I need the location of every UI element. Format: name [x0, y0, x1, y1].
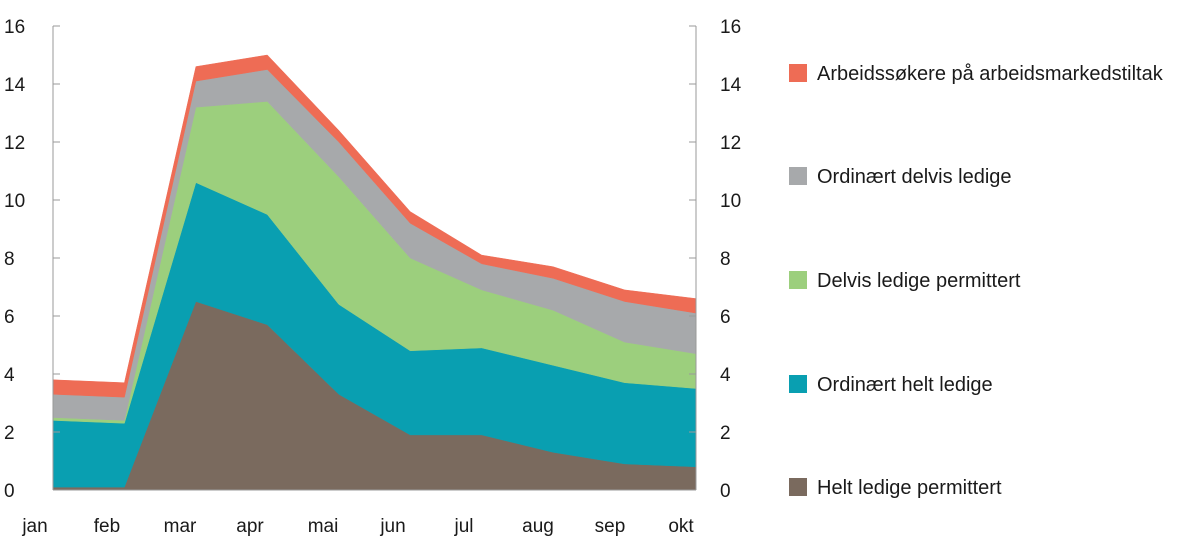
- left-y-tick-label: 14: [4, 75, 26, 96]
- left-y-tick-label: 6: [4, 307, 15, 328]
- x-tick-label: aug: [522, 516, 554, 537]
- left-y-tick-label: 8: [4, 249, 15, 270]
- right-y-tick-label: 14: [720, 75, 742, 96]
- chart-legend: Arbeidssøkere på arbeidsmarkedstiltak Ord…: [789, 63, 1164, 499]
- right-y-tick-label: 2: [720, 423, 731, 444]
- left-y-tick-label: 12: [4, 133, 25, 154]
- legend-swatch-ordin-rt-helt-ledige: [789, 375, 807, 393]
- legend-swatch-ordin-rt-delvis-ledige: [789, 167, 807, 185]
- legend-swatch-delvis-ledige-permittert: [789, 271, 807, 289]
- x-tick-label: jun: [379, 516, 405, 537]
- right-y-tick-label: 12: [720, 133, 741, 154]
- left-y-tick-label: 10: [4, 191, 25, 212]
- x-tick-label: jan: [21, 516, 47, 537]
- legend-label-ordin-rt-delvis-ledige: Ordinært delvis ledige: [817, 166, 1012, 188]
- legend-swatch-arbeidss-kere-pa-arbeidsmarkedstiltak: [789, 64, 807, 82]
- right-y-tick-label: 4: [720, 365, 731, 386]
- right-y-tick-label: 16: [720, 17, 741, 38]
- legend-label-delvis-ledige-permittert: Delvis ledige permittert: [817, 270, 1021, 292]
- x-tick-label: jul: [453, 516, 473, 537]
- chart-areas: [52, 54, 697, 491]
- chart-axes: 0 0 2 2 4 4 6 6 8 8 10 10 12 12 14 14 16 16 jan feb mar apr ma…: [4, 17, 742, 537]
- right-y-tick-label: 0: [720, 481, 731, 502]
- x-tick-label: apr: [236, 516, 264, 537]
- right-y-tick-label: 10: [720, 191, 741, 212]
- left-y-tick-label: 2: [4, 423, 15, 444]
- legend-label-ordin-rt-helt-ledige: Ordinært helt ledige: [817, 374, 993, 396]
- right-y-tick-label: 6: [720, 307, 731, 328]
- x-tick-label: mar: [164, 516, 197, 537]
- legend-label-arbeidss-kere-pa-arbeidsmarkedstiltak: Arbeidssøkere på arbeidsmarkedstiltak: [817, 63, 1164, 85]
- x-tick-label: sep: [595, 516, 626, 537]
- x-tick-label: mai: [308, 516, 339, 537]
- right-y-tick-label: 8: [720, 249, 731, 270]
- left-y-tick-label: 16: [4, 17, 25, 38]
- left-y-tick-label: 0: [4, 481, 15, 502]
- legend-swatch-helt-ledige-permittert: [789, 478, 807, 496]
- legend-label-helt-ledige-permittert: Helt ledige permittert: [817, 477, 1002, 499]
- left-y-tick-label: 4: [4, 365, 15, 386]
- x-tick-label: okt: [668, 516, 694, 537]
- x-tick-label: feb: [94, 516, 120, 537]
